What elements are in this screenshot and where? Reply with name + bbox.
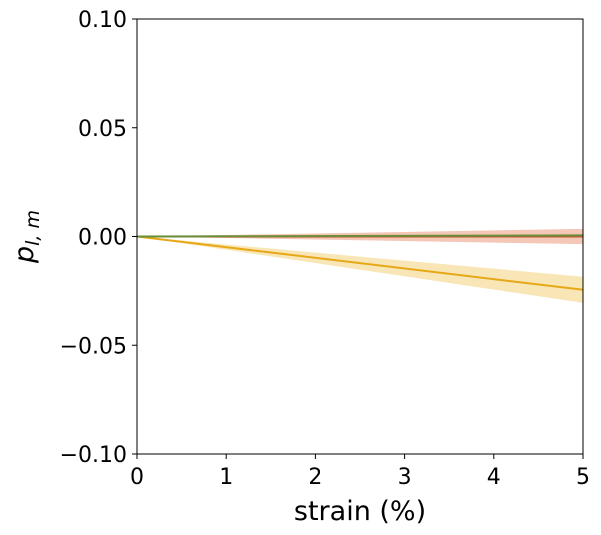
series-3-line [136, 234, 584, 238]
x-axis-label: strain (%) [294, 496, 426, 527]
x-tick-label: 3 [398, 465, 412, 490]
x-tick-label: 1 [219, 465, 233, 490]
x-tick-label: 4 [487, 465, 501, 490]
y-tick-label: 0.05 [78, 117, 127, 142]
y-tick-label: 0.10 [78, 8, 127, 33]
x-axis-ticks: 0 1 2 3 4 5 [130, 454, 590, 490]
series-1-line [136, 235, 584, 291]
series-1-band [137, 236, 583, 303]
x-tick-label: 0 [130, 465, 144, 490]
confidence-bands [137, 228, 583, 303]
y-axis-label-base: p [9, 246, 40, 264]
series-lines [136, 234, 584, 291]
y-tick-label: −0.10 [60, 443, 127, 468]
x-tick-label: 2 [308, 465, 322, 490]
y-axis-label-subscript: l, m [22, 210, 44, 246]
y-axis-label: pl, m [9, 210, 44, 264]
y-axis-ticks: 0.10 0.05 0.00 −0.05 −0.10 [60, 8, 137, 468]
y-tick-label: 0.00 [78, 226, 127, 251]
y-tick-label: −0.05 [60, 334, 127, 359]
x-tick-label: 5 [576, 465, 590, 490]
